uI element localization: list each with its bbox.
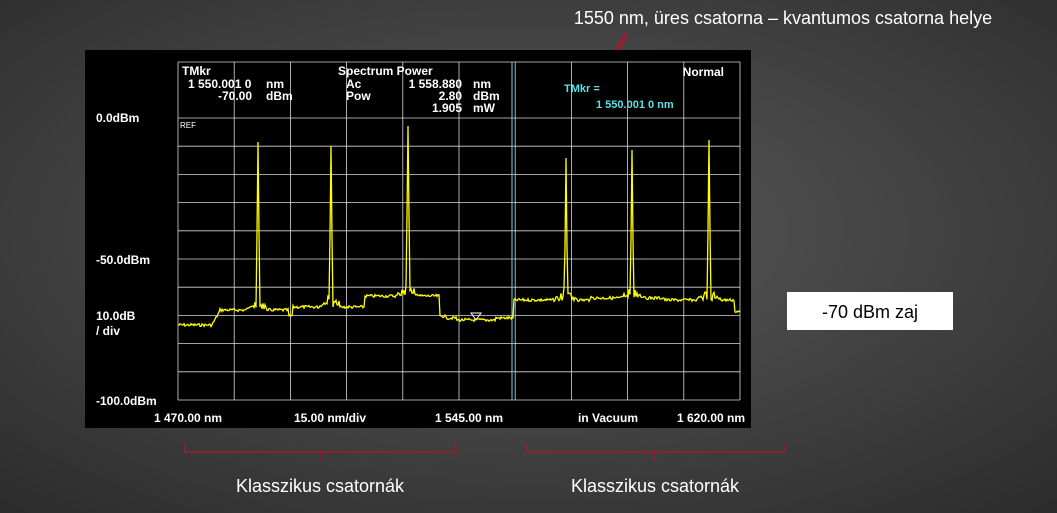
y-label: 10.0dB: [96, 309, 136, 323]
spectrum-trace: [177, 125, 741, 328]
bracket: [184, 444, 457, 460]
pow-mw-unit: mW: [473, 101, 496, 115]
x-label: 1 545.00 nm: [435, 411, 503, 425]
tmkr-box: TMkr =: [564, 83, 600, 95]
tmkr: TMkr: [182, 64, 211, 78]
x-label: 1 620.00 nm: [677, 411, 745, 425]
channel-label: Klasszikus csatornák: [236, 476, 405, 496]
pow-mw: 1.905: [432, 101, 462, 115]
bracket: [526, 444, 785, 460]
tmkr-wl-unit: nm: [266, 77, 284, 91]
channel-label: Klasszikus csatornák: [571, 476, 740, 496]
tmkr-level-unit: dBm: [266, 89, 293, 103]
x-label: 1 470.00 nm: [154, 411, 222, 425]
ref: REF: [180, 121, 196, 130]
x-label: in Vacuum: [578, 411, 638, 425]
noise-box: [787, 292, 953, 330]
ac-unit: nm: [473, 77, 491, 91]
pow-unit: dBm: [473, 89, 500, 103]
y-label: / div: [96, 324, 120, 338]
tmkr-wl: 1 550.001 0: [188, 77, 252, 91]
y-label: -50.0dBm: [96, 253, 150, 267]
x-label: 15.00 nm/div: [294, 411, 366, 425]
tmkr-level: -70.00: [218, 89, 252, 103]
noise-label: -70 dBm zaj: [822, 302, 918, 322]
y-label: -100.0dBm: [96, 394, 157, 408]
y-label: 0.0dBm: [96, 111, 139, 125]
pow: Pow: [346, 89, 371, 103]
pow-value: 2.80: [439, 89, 463, 103]
ac-value: 1 558.880: [409, 77, 463, 91]
instrument-screen: [85, 50, 751, 428]
marker-triangle: [470, 312, 482, 321]
tmkr-box-value: 1 550.001 0 nm: [596, 99, 674, 111]
ac: Ac: [346, 77, 362, 91]
mode-title: Spectrum Power: [338, 64, 433, 78]
grid: [177, 61, 741, 401]
annotation: 1550 nm, üres csatorna – kvantumos csato…: [574, 8, 992, 28]
mode-normal: Normal: [683, 65, 724, 79]
